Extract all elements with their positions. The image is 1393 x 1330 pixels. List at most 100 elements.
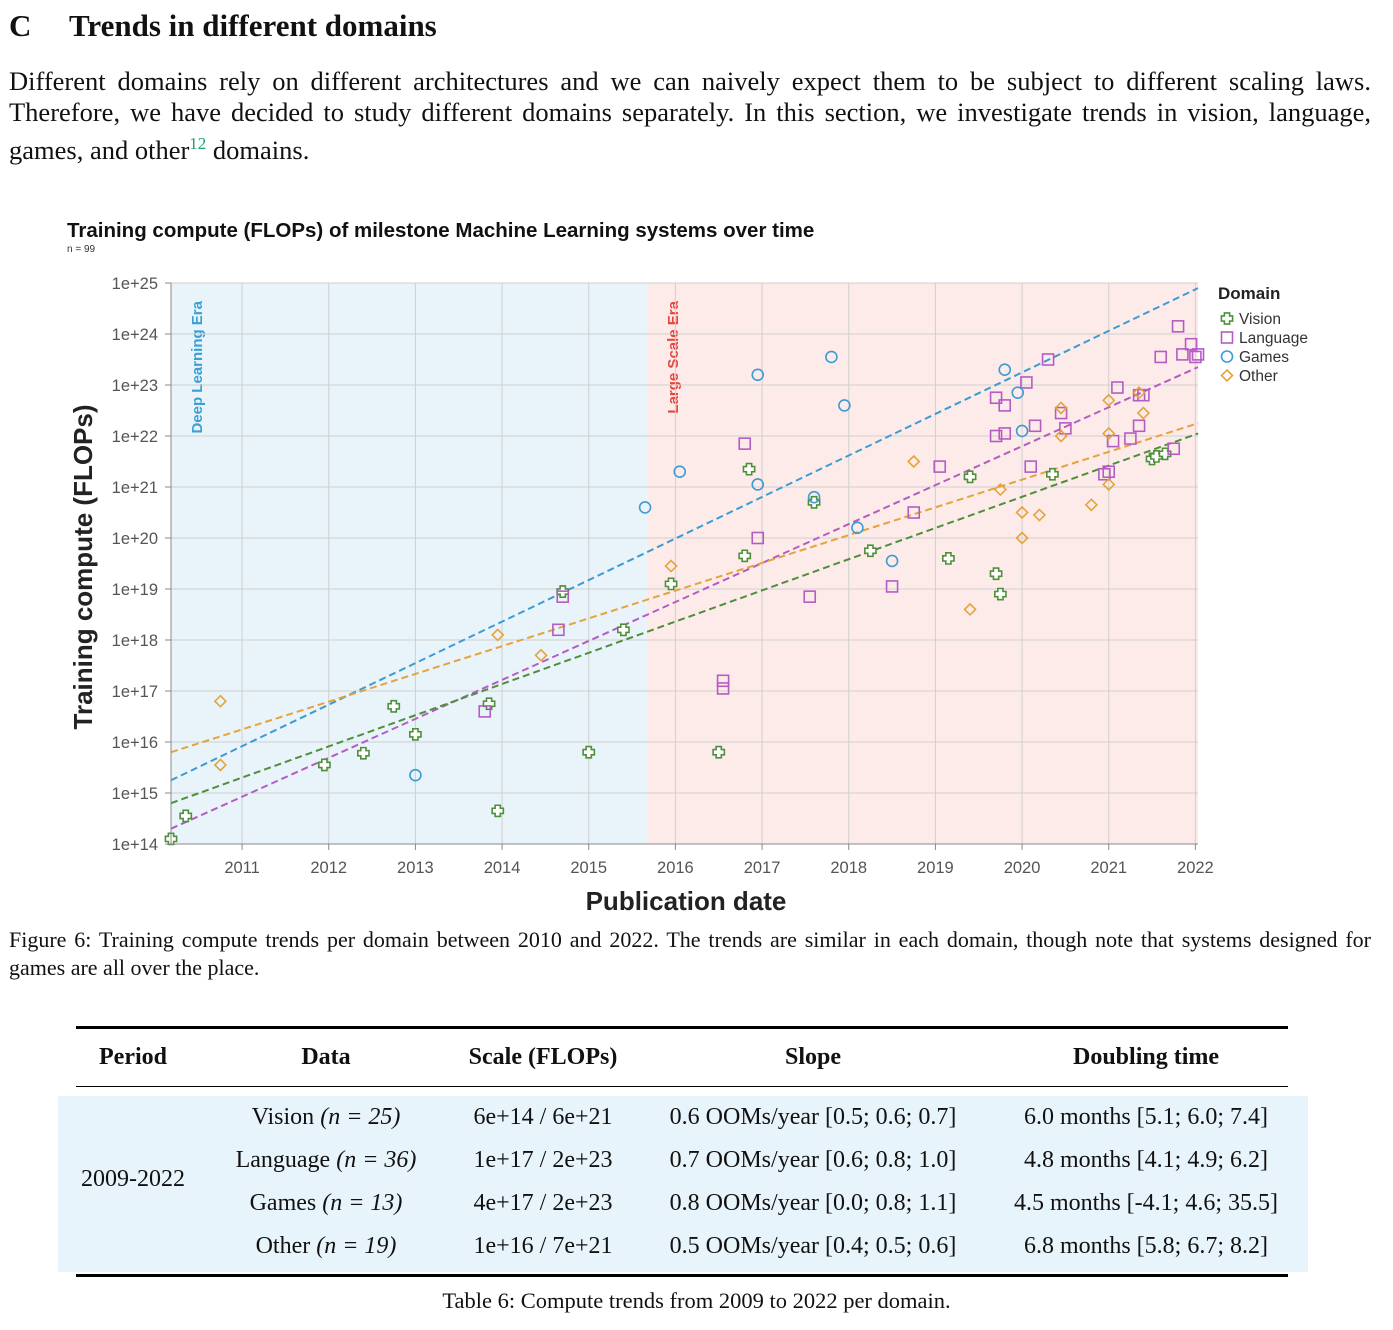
doubling-cell: 6.0 months [5.1; 6.0; 7.4]: [1024, 1104, 1268, 1130]
x-tick-label: 2011: [224, 859, 259, 877]
doubling-cell: 4.8 months [4.1; 4.9; 6.2]: [1024, 1147, 1268, 1173]
data-point-language: [1054, 406, 1068, 420]
compute-trend-chart: Training compute (FLOPs) of milestone Ma…: [67, 219, 1308, 916]
data-point-vision: [942, 552, 955, 565]
data-point-language: [751, 531, 765, 545]
header-scale: Scale (FLOPs): [468, 1044, 618, 1070]
data-point-language: [907, 506, 921, 519]
legend-label: Vision: [1239, 311, 1281, 328]
x-tick-label: 2015: [570, 859, 607, 877]
data-point-games: [838, 399, 851, 412]
legend-marker-other: [1220, 368, 1234, 383]
data-point-games: [638, 501, 652, 514]
data-point-other: [1015, 531, 1029, 545]
x-tick-label: 2019: [917, 859, 954, 877]
data-point-other: [1054, 429, 1068, 443]
data-point-language: [552, 623, 565, 637]
table-top-rule: [76, 1026, 1288, 1029]
y-tick-label: 1e+17: [112, 683, 158, 701]
slope-cell: 0.8 OOMs/year [0.0; 0.8; 1.1]: [669, 1190, 957, 1216]
section-number: C: [9, 8, 32, 43]
slope-cell: 0.6 OOMs/year [0.5; 0.6; 0.7]: [669, 1104, 957, 1130]
data-point-games: [807, 490, 821, 504]
data-point-vision: [712, 745, 726, 759]
data-point-other: [213, 758, 228, 772]
table-caption: Table 6: Compute trends from 2009 to 202…: [442, 1288, 951, 1313]
data-point-language: [1171, 320, 1185, 333]
era-band: [646, 283, 1198, 844]
y-tick-label: 1e+19: [112, 581, 158, 599]
x-tick-label: 2014: [484, 859, 521, 877]
data-point-language: [933, 460, 947, 473]
data-point-other: [491, 628, 505, 642]
header-period: Period: [99, 1044, 167, 1070]
x-tick-label: 2017: [744, 859, 781, 877]
data-point-other: [1015, 505, 1029, 520]
era-label: Deep Learning Era: [189, 300, 206, 433]
data-point-language: [1137, 388, 1150, 402]
data-point-games: [825, 350, 838, 364]
data-point-other: [1084, 498, 1099, 512]
data-point-games: [751, 478, 765, 491]
data-point-other: [907, 454, 921, 469]
trend-line-vision: [170, 432, 1199, 805]
data-point-language: [989, 391, 1003, 405]
y-tick-label: 1e+15: [112, 785, 158, 803]
data-point-other: [963, 602, 977, 617]
data-point-games: [998, 363, 1012, 376]
header-slope: Slope: [784, 1044, 842, 1070]
data-point-vision: [989, 567, 1003, 581]
data-point-language: [1124, 432, 1137, 445]
data-point-games: [409, 768, 422, 782]
data-point-language: [716, 682, 730, 695]
y-tick-label: 1e+23: [112, 377, 158, 395]
data-point-games: [1011, 386, 1025, 399]
data-cell: Vision (n = 25): [252, 1104, 401, 1131]
data-point-other: [1136, 406, 1151, 420]
sample-size: (n = 25): [320, 1104, 401, 1130]
header-doubling: Doubling time: [1072, 1044, 1220, 1070]
data-point-language: [1191, 348, 1205, 361]
data-point-vision: [617, 623, 630, 637]
data-point-other: [1102, 477, 1116, 492]
data-point-other: [1102, 393, 1116, 407]
scale-cell: 6e+14 / 6e+21: [473, 1104, 613, 1130]
data-point-games: [851, 521, 864, 535]
data-point-vision: [582, 745, 596, 759]
chart-subtitle: n = 99: [67, 244, 96, 255]
data-point-vision: [738, 549, 752, 563]
legend-label: Language: [1239, 330, 1308, 347]
footnote-marker[interactable]: 12: [189, 134, 207, 153]
doubling-cell: 4.5 months [-4.1; 4.6; 35.5]: [1014, 1190, 1278, 1216]
data-cell: Games (n = 13): [250, 1190, 403, 1217]
trend-line-language: [170, 366, 1199, 830]
legend-marker-games: [1220, 350, 1234, 363]
data-point-other: [993, 482, 1008, 497]
data-point-games: [673, 465, 687, 479]
data-point-language: [1098, 467, 1111, 481]
x-tick-label: 2022: [1177, 859, 1214, 877]
y-tick-label: 1e+14: [112, 836, 158, 854]
slope-cell: 0.5 OOMs/year [0.4; 0.5; 0.6]: [669, 1233, 957, 1259]
data-point-vision: [318, 758, 331, 772]
data-point-vision: [491, 804, 505, 818]
y-tick-label: 1e+24: [112, 326, 158, 344]
data-point-language: [1020, 376, 1033, 389]
section-title: Trends in different domains: [69, 8, 437, 43]
trend-line-other: [170, 422, 1199, 754]
data-point-language: [478, 705, 492, 718]
table-header-rule: [76, 1086, 1288, 1087]
scale-cell: 1e+17 / 2e+23: [473, 1147, 613, 1173]
y-tick-label: 1e+25: [112, 275, 158, 293]
legend-label: Other: [1239, 368, 1278, 385]
data-point-games: [1015, 424, 1029, 438]
data-cell: Language (n = 36): [236, 1147, 417, 1174]
table-body-highlight: [58, 1096, 1308, 1272]
scale-cell: 4e+17 / 2e+23: [473, 1190, 613, 1216]
y-axis-label: Training compute (FLOPs): [68, 404, 98, 729]
domain-name: Other: [255, 1233, 311, 1259]
x-tick-label: 2020: [1004, 859, 1041, 877]
sample-size: (n = 19): [316, 1233, 397, 1259]
data-point-other: [213, 694, 228, 708]
data-point-other: [534, 648, 548, 662]
